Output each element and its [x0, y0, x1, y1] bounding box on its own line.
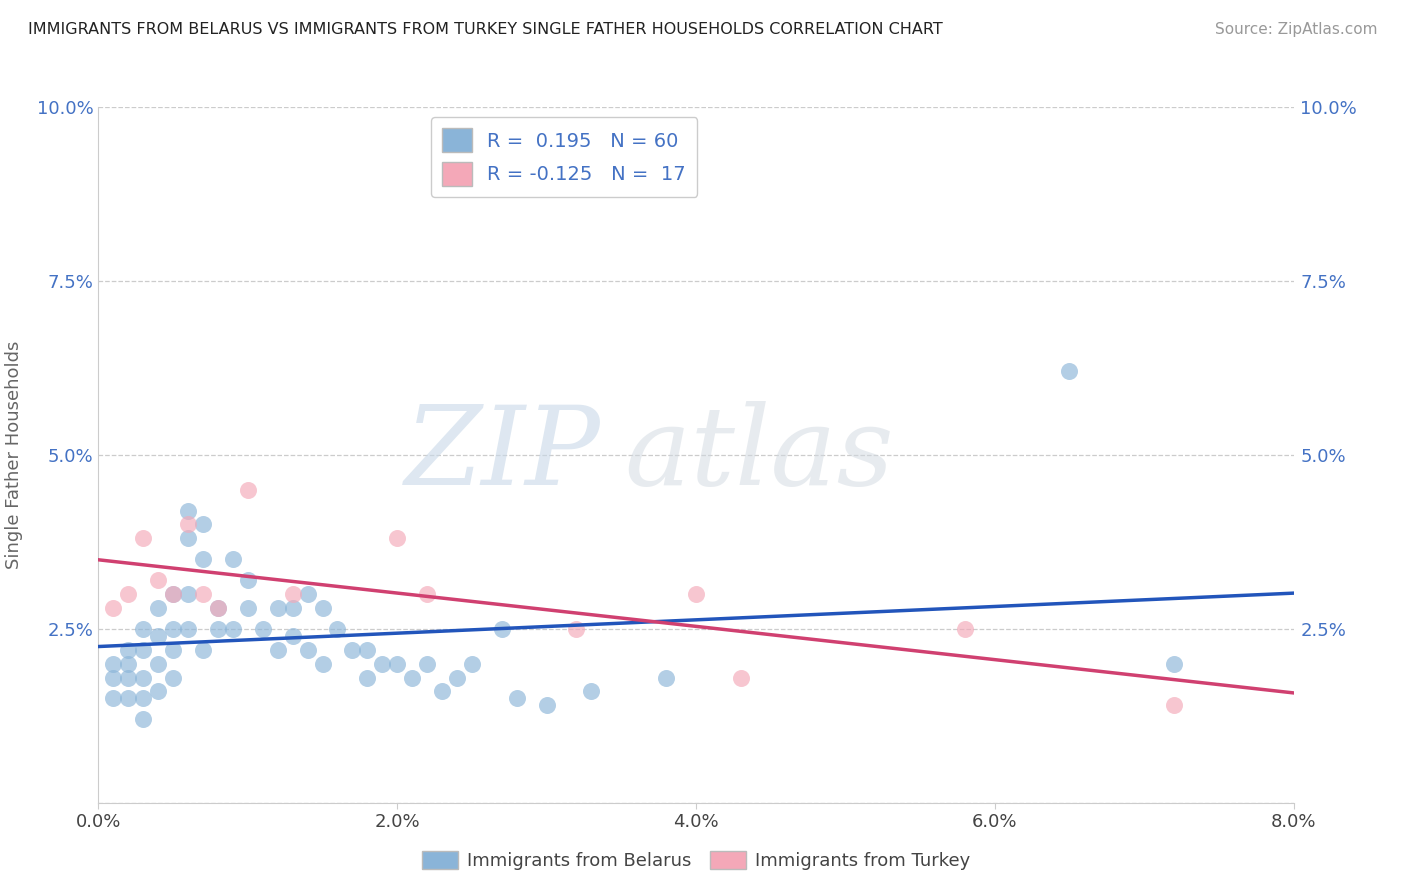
Point — [132, 642, 155, 657]
Point — [267, 601, 290, 615]
Text: IMMIGRANTS FROM BELARUS VS IMMIGRANTS FROM TURKEY SINGLE FATHER HOUSEHOLDS CORRE: IMMIGRANTS FROM BELARUS VS IMMIGRANTS FR… — [28, 22, 943, 37]
Point — [148, 573, 170, 587]
Point — [311, 657, 333, 671]
Point — [297, 642, 319, 657]
Point — [162, 587, 184, 601]
Point — [536, 698, 558, 713]
Point — [191, 552, 214, 566]
Point — [117, 587, 139, 601]
Point — [371, 657, 394, 671]
Point — [491, 622, 513, 636]
Point — [953, 622, 976, 636]
Point — [148, 657, 170, 671]
Point — [281, 587, 304, 601]
Point — [207, 622, 229, 636]
Point — [132, 691, 155, 706]
Point — [103, 601, 125, 615]
Text: Source: ZipAtlas.com: Source: ZipAtlas.com — [1215, 22, 1378, 37]
Point — [385, 532, 409, 546]
Point — [132, 712, 155, 726]
Point — [311, 601, 333, 615]
Point — [655, 671, 678, 685]
Point — [103, 671, 125, 685]
Point — [132, 532, 155, 546]
Point — [385, 657, 409, 671]
Point — [117, 657, 139, 671]
Point — [326, 622, 349, 636]
Point — [565, 622, 588, 636]
Point — [1059, 364, 1081, 378]
Point — [416, 587, 439, 601]
Point — [148, 601, 170, 615]
Point — [236, 483, 259, 497]
Point — [103, 657, 125, 671]
Point — [191, 642, 214, 657]
Point — [356, 671, 378, 685]
Point — [401, 671, 423, 685]
Point — [162, 671, 184, 685]
Y-axis label: Single Father Households: Single Father Households — [4, 341, 22, 569]
Point — [730, 671, 752, 685]
Point — [461, 657, 484, 671]
Text: atlas: atlas — [624, 401, 894, 508]
Point — [117, 691, 139, 706]
Point — [236, 573, 259, 587]
Point — [132, 622, 155, 636]
Point — [117, 642, 139, 657]
Point — [177, 622, 200, 636]
Point — [177, 532, 200, 546]
Point — [581, 684, 603, 698]
Point — [191, 517, 214, 532]
Point — [162, 642, 184, 657]
Point — [297, 587, 319, 601]
Point — [267, 642, 290, 657]
Point — [222, 622, 245, 636]
Point — [342, 642, 364, 657]
Point — [685, 587, 707, 601]
Point — [162, 622, 184, 636]
Legend: Immigrants from Belarus, Immigrants from Turkey: Immigrants from Belarus, Immigrants from… — [415, 844, 977, 877]
Point — [132, 671, 155, 685]
Point — [281, 601, 304, 615]
Point — [103, 691, 125, 706]
Point — [207, 601, 229, 615]
Text: ZIP: ZIP — [405, 401, 600, 508]
Point — [177, 587, 200, 601]
Point — [1163, 657, 1185, 671]
Point — [1163, 698, 1185, 713]
Point — [222, 552, 245, 566]
Point — [236, 601, 259, 615]
Point — [506, 691, 529, 706]
Point — [162, 587, 184, 601]
Point — [281, 629, 304, 643]
Point — [356, 642, 378, 657]
Point — [430, 684, 453, 698]
Point — [148, 684, 170, 698]
Point — [252, 622, 274, 636]
Point — [177, 517, 200, 532]
Point — [148, 629, 170, 643]
Point — [207, 601, 229, 615]
Point — [177, 503, 200, 517]
Point — [191, 587, 214, 601]
Point — [117, 671, 139, 685]
Point — [416, 657, 439, 671]
Point — [446, 671, 468, 685]
